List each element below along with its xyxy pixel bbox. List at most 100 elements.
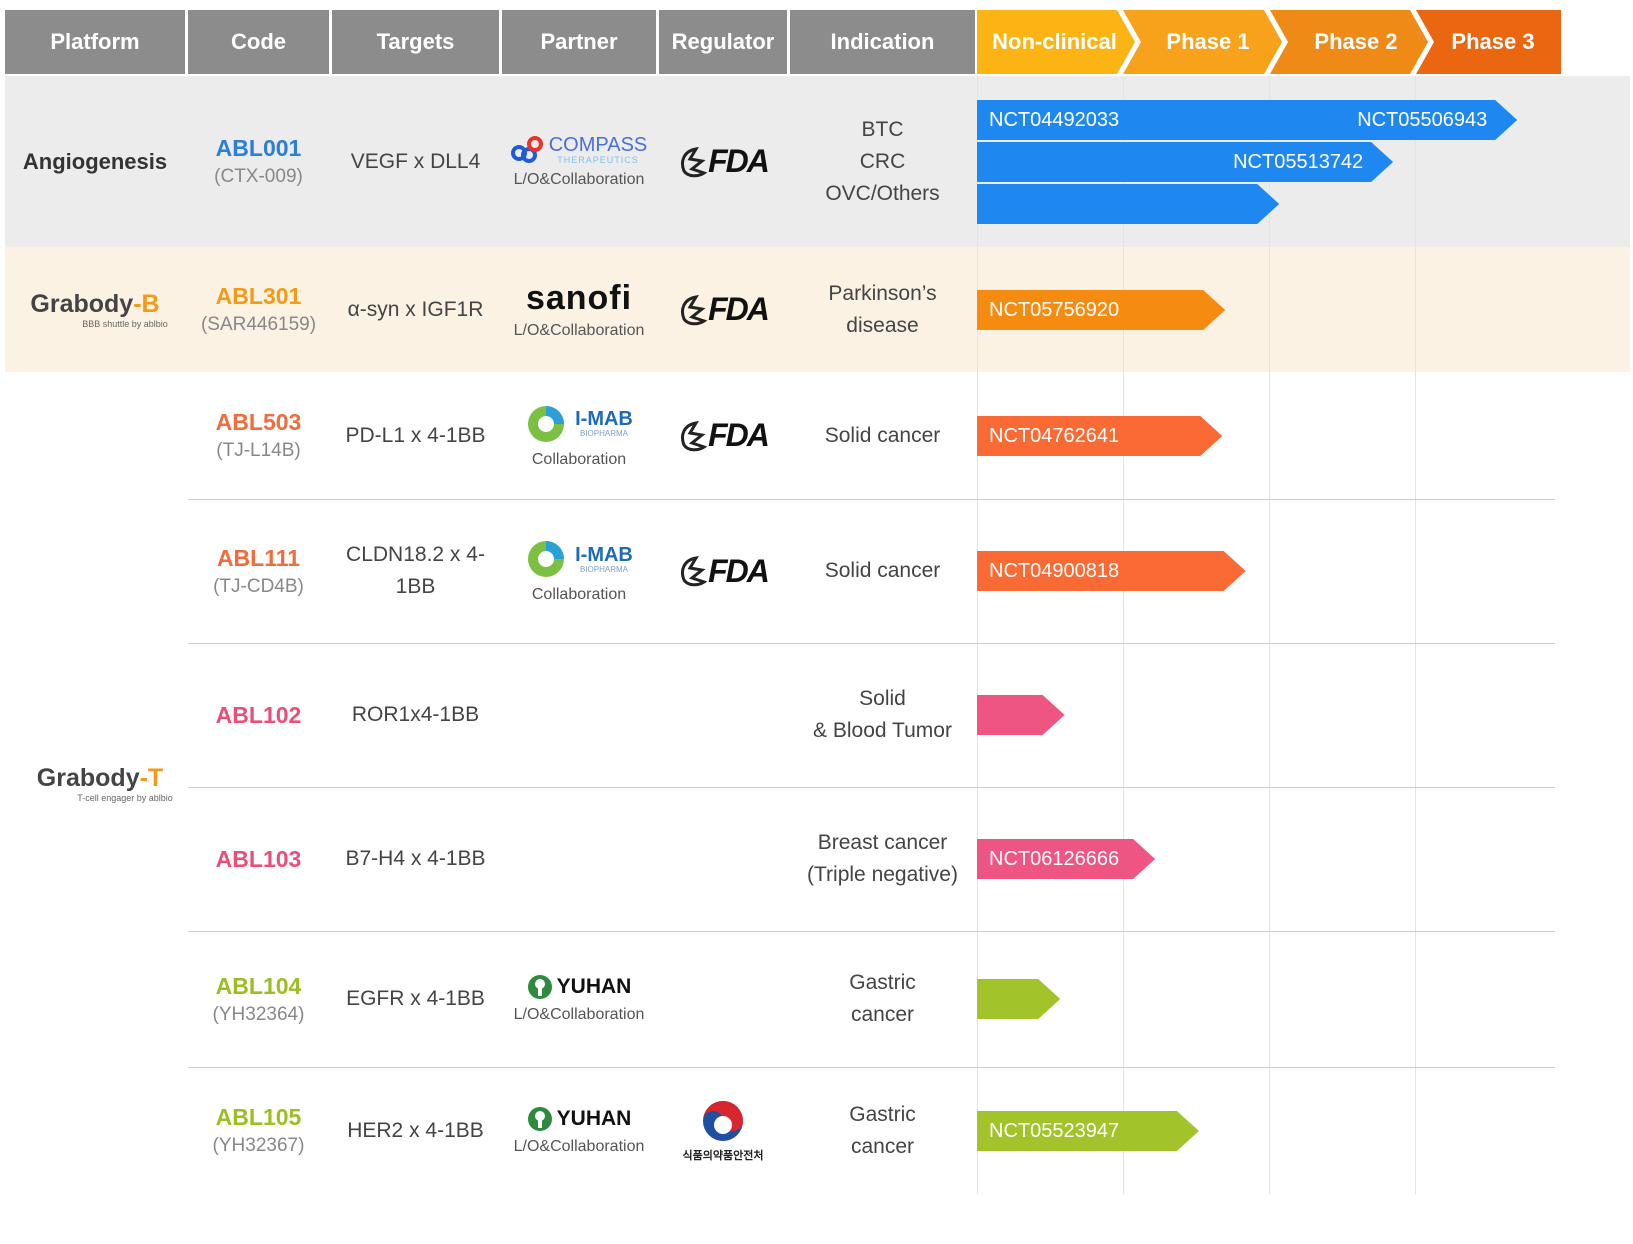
row-separator (188, 499, 1555, 500)
taegeuk-icon (703, 1100, 743, 1141)
code-alias: (TJ-CD4B) (213, 575, 304, 597)
row-bg-grabody-b (5, 247, 1630, 372)
code-alias: (TJ-L14B) (216, 440, 301, 461)
header-code: Code (188, 10, 329, 74)
grabody-b-logo: Grabody-B (30, 290, 160, 318)
partner-cell (502, 643, 656, 787)
indication-line: Solid cancer (824, 423, 941, 447)
indication-line: cancer (850, 1003, 915, 1026)
indication-cell: BTC CRC OVC/Others (790, 76, 975, 247)
grid-line (1269, 76, 1270, 1194)
platform-grabody-b: Grabody-B BBB shuttle by ablbio (5, 247, 185, 372)
code-label: ABL103 (215, 845, 302, 872)
header-indication: Indication (790, 10, 975, 74)
grabody-t-logo: Grabody-T (36, 763, 164, 792)
phase-bar (977, 141, 1394, 182)
fda-logo: FDA (678, 417, 770, 454)
fda-wordmark: FDA (708, 143, 770, 179)
indication-line: disease (846, 313, 919, 337)
header-regulator: Regulator (659, 10, 787, 74)
phase-bar (977, 289, 1226, 330)
bar-trial-id-secondary: NCT05506943 (1357, 108, 1488, 131)
platform-label: Angiogenesis (22, 148, 168, 174)
partner-cell (502, 787, 656, 931)
imab-sub: BIOPHARMA (579, 564, 628, 574)
indication-line: Breast cancer (817, 831, 948, 854)
imab-icon (528, 405, 565, 442)
indication-line: BTC (861, 117, 904, 141)
targets-label: EGFR x 4-1BB (346, 987, 485, 1010)
bar-trial-id: NCT04900818 (989, 560, 1120, 582)
phase-bar (977, 551, 1246, 591)
fda-wordmark: FDA (708, 291, 770, 327)
indication-line: CRC (859, 149, 906, 173)
phase-bar (977, 415, 1223, 456)
code-cell: ABL301 (SAR446159) (188, 247, 329, 372)
regulator-cell: FDA (659, 499, 787, 643)
phase-bar (977, 99, 1518, 140)
phase-bar (977, 1110, 1199, 1151)
indication-cell: Breast cancer (Triple negative) (790, 787, 975, 931)
fda-logo: FDA (678, 143, 770, 180)
fda-logo: FDA (678, 553, 770, 590)
compass-sub: THERAPEUTICS (557, 154, 639, 165)
yuhan-tree-icon (527, 975, 552, 999)
imab-icon (528, 541, 565, 577)
indication-line: Solid cancer (824, 559, 941, 582)
targets-label: PD-L1 x 4-1BB (345, 423, 486, 447)
code-cell: ABL503 (TJ-L14B) (188, 372, 329, 499)
compass-wordmark: COMPASS (548, 133, 648, 156)
targets-cell: CLDN18.2 x 4-1BB (332, 499, 499, 643)
code-label: ABL503 (215, 409, 302, 435)
yuhan-tree-icon (527, 1106, 552, 1131)
targets-label: α-syn x IGF1R (347, 297, 484, 321)
platform-angiogenesis: Angiogenesis (5, 76, 185, 247)
partner-cell: YUHAN L/O&Collaboration (502, 931, 656, 1067)
targets-cell: α-syn x IGF1R (332, 247, 499, 372)
bar-trial-id-secondary: NCT05513742 (1233, 150, 1364, 173)
partner-cell: COMPASS THERAPEUTICS L/O&Collaboration (502, 76, 656, 247)
row-separator (188, 1067, 1555, 1068)
imab-wordmark: I-MAB (575, 543, 633, 566)
indication-cell: Gastric cancer (790, 1067, 975, 1194)
phase-label-phase3: Phase 3 (1451, 29, 1535, 54)
phase-bar (977, 695, 1065, 735)
fda-logo: FDA (678, 291, 770, 328)
code-cell: ABL102 (188, 643, 329, 787)
row-separator (188, 787, 1555, 788)
indication-cell: Solid & Blood Tumor (790, 643, 975, 787)
code-alias: (SAR446159) (200, 314, 317, 335)
header-targets: Targets (332, 10, 499, 74)
yuhan-wordmark: YUHAN (556, 975, 632, 998)
targets-label: B7-H4 x 4-1BB (345, 847, 486, 870)
targets-label: HER2 x 4-1BB (347, 1118, 484, 1142)
indication-line: (Triple negative) (807, 863, 958, 886)
grabody-b-tagline: BBB shuttle by ablbio (82, 319, 168, 329)
targets-cell: ROR1x4-1BB (332, 643, 499, 787)
code-alias: (YH32367) (212, 1135, 305, 1156)
regulator-cell: 식품의약품안전처 (659, 1067, 787, 1194)
phase-bar (977, 979, 1061, 1019)
compass-logo: COMPASS THERAPEUTICS (510, 133, 648, 165)
code-cell: ABL103 (188, 787, 329, 931)
imab-logo: I-MAB BIOPHARMA (525, 538, 633, 580)
regulator-cell (659, 931, 787, 1067)
code-cell: ABL001 (CTX-009) (188, 76, 329, 247)
grid-line (977, 76, 978, 1194)
partner-cell: I-MAB BIOPHARMA Collaboration (502, 499, 656, 643)
phase-chevron-3 (1270, 10, 1428, 74)
indication-cell: Solid cancer (790, 499, 975, 643)
mfds-wordmark: 식품의약품안전처 (682, 1149, 764, 1162)
indication-line: cancer (850, 1134, 915, 1158)
code-alias: (CTX-009) (214, 166, 303, 187)
targets-cell: VEGF x DLL4 (332, 76, 499, 247)
regulator-cell: FDA (659, 372, 787, 499)
hhs-eagle-icon (681, 146, 708, 177)
bar-trial-id: NCT04762641 (989, 424, 1120, 447)
indication-cell: Solid cancer (790, 372, 975, 499)
targets-label: ROR1x4-1BB (351, 703, 480, 726)
yuhan-logo: YUHAN (527, 1106, 631, 1132)
bar-trial-id: NCT04492033 (989, 108, 1120, 131)
indication-line: OVC/Others (825, 181, 940, 205)
